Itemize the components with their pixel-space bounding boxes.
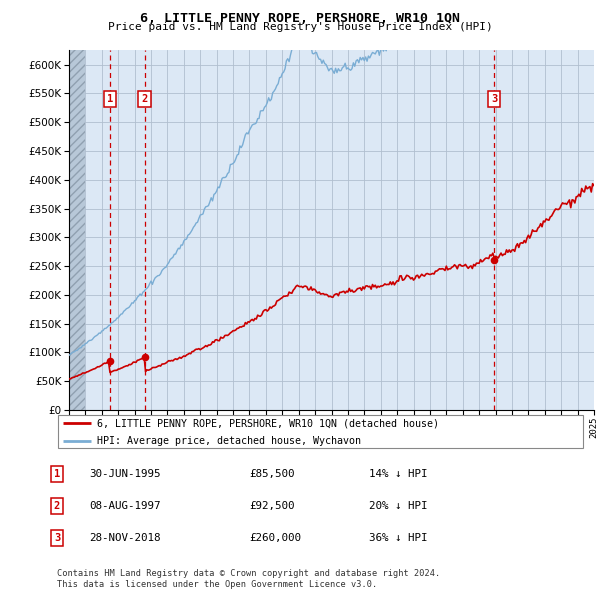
Text: HPI: Average price, detached house, Wychavon: HPI: Average price, detached house, Wych…	[97, 435, 361, 445]
Text: 36% ↓ HPI: 36% ↓ HPI	[369, 533, 427, 543]
Text: 3: 3	[491, 94, 497, 104]
Text: 6, LITTLE PENNY ROPE, PERSHORE, WR10 1QN (detached house): 6, LITTLE PENNY ROPE, PERSHORE, WR10 1QN…	[97, 418, 439, 428]
Text: 1: 1	[107, 94, 113, 104]
Text: 14% ↓ HPI: 14% ↓ HPI	[369, 470, 427, 479]
Text: 28-NOV-2018: 28-NOV-2018	[89, 533, 160, 543]
Text: £92,500: £92,500	[249, 502, 295, 511]
Text: 2: 2	[54, 502, 60, 511]
Text: 20% ↓ HPI: 20% ↓ HPI	[369, 502, 427, 511]
Text: Contains HM Land Registry data © Crown copyright and database right 2024.
This d: Contains HM Land Registry data © Crown c…	[57, 569, 440, 589]
Text: 3: 3	[54, 533, 60, 543]
Text: £260,000: £260,000	[249, 533, 301, 543]
Text: £85,500: £85,500	[249, 470, 295, 479]
FancyBboxPatch shape	[58, 415, 583, 448]
Text: 2: 2	[142, 94, 148, 104]
Text: 30-JUN-1995: 30-JUN-1995	[89, 470, 160, 479]
Text: 1: 1	[54, 470, 60, 479]
Bar	[69, 50, 85, 410]
Text: 08-AUG-1997: 08-AUG-1997	[89, 502, 160, 511]
Text: Price paid vs. HM Land Registry's House Price Index (HPI): Price paid vs. HM Land Registry's House …	[107, 22, 493, 32]
Text: 6, LITTLE PENNY ROPE, PERSHORE, WR10 1QN: 6, LITTLE PENNY ROPE, PERSHORE, WR10 1QN	[140, 12, 460, 25]
